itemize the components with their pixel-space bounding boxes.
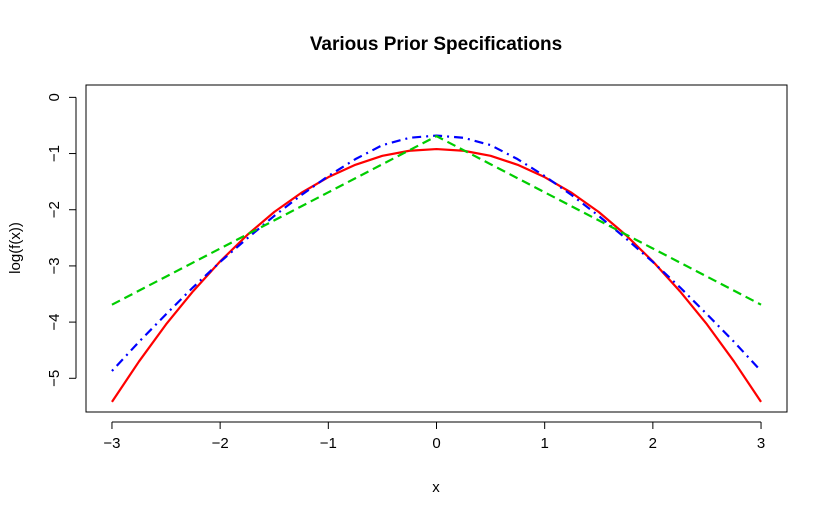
y-tick-label: −1 bbox=[46, 145, 63, 162]
y-tick-label: −5 bbox=[46, 370, 63, 387]
y-tick-label: −4 bbox=[46, 314, 63, 331]
chart-title: Various Prior Specifications bbox=[310, 34, 562, 55]
series-layer bbox=[111, 134, 762, 403]
x-axis: −3 −2 −1 0 1 2 3 bbox=[103, 421, 765, 452]
y-axis: 0 −1 −2 −3 −4 −5 bbox=[46, 93, 77, 387]
plot-frame bbox=[85, 84, 788, 413]
x-tick-label: −1 bbox=[320, 435, 337, 452]
y-tick-label: −2 bbox=[46, 201, 63, 218]
x-tick-label: 1 bbox=[541, 435, 549, 452]
series-line-1 bbox=[111, 147, 762, 403]
x-tick-label: 3 bbox=[757, 435, 765, 452]
y-tick-label: 0 bbox=[46, 93, 63, 101]
x-tick-label: 0 bbox=[432, 435, 440, 452]
series-line-3 bbox=[111, 135, 762, 306]
x-tick-label: 2 bbox=[649, 435, 657, 452]
x-tick-label: −2 bbox=[212, 435, 229, 452]
x-axis-label: x bbox=[432, 479, 440, 496]
y-axis-label: log(f(x)) bbox=[7, 222, 24, 274]
y-tick-label: −3 bbox=[46, 257, 63, 274]
x-tick-label: −3 bbox=[103, 435, 120, 452]
